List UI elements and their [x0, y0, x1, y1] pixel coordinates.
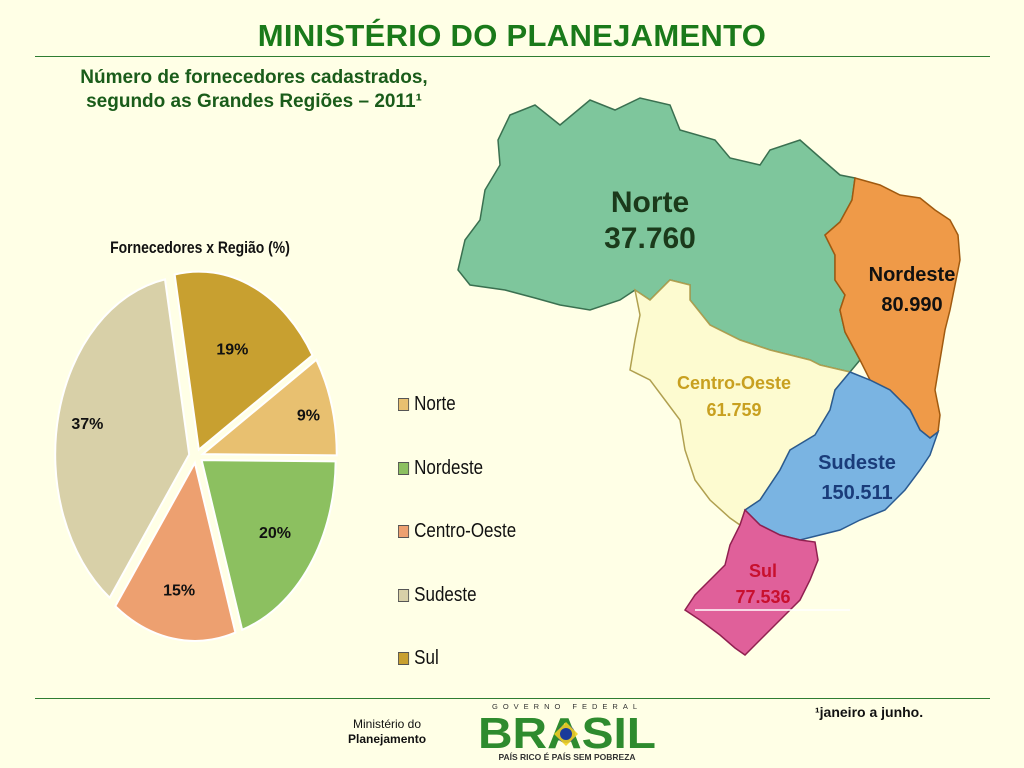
- legend-swatch: [398, 588, 410, 602]
- legend-item-nordeste: Nordeste: [398, 457, 483, 480]
- pie-slice-nordeste: [200, 459, 337, 632]
- pie-label-sudeste: 37%: [71, 416, 103, 433]
- map-label-norte-value: 37.760: [604, 222, 696, 255]
- map-label-sudeste-value: 150.511: [821, 482, 893, 504]
- header-divider: [35, 56, 990, 57]
- pie-label-centro-oeste: 15%: [163, 582, 195, 599]
- subtitle-line-1: Número de fornecedores cadastrados,: [80, 67, 428, 88]
- pie-slice-sul: [173, 270, 314, 452]
- pie-label-norte: 9%: [297, 407, 320, 424]
- legend-label: Norte: [414, 393, 456, 415]
- map-label-nordeste: Nordeste 80.990: [842, 260, 982, 320]
- legend-item-norte: Norte: [398, 393, 456, 416]
- map-label-centro-oeste: Centro-Oeste 61.759: [654, 370, 814, 424]
- pie-label-sul: 19%: [216, 342, 248, 359]
- legend-item-centro-oeste: Centro-Oeste: [398, 520, 516, 543]
- logo-brasil-wordmark: BRASIL: [478, 709, 656, 758]
- pie-slice-norte: [199, 358, 338, 457]
- legend-swatch: [398, 398, 410, 412]
- governo-federal-brasil-logo: GOVERNO FEDERAL BRASIL PAÍS RICO É PAÍS …: [478, 702, 656, 762]
- ministerio-logo: Ministério do Planejamento: [348, 717, 426, 747]
- map-region-sul: [683, 508, 819, 656]
- slide-subtitle: Número de fornecedores cadastrados, segu…: [20, 66, 488, 114]
- pie-chart: 9% 20% 15% 37% 19%: [54, 270, 338, 642]
- legend-label: Centro-Oeste: [414, 520, 517, 542]
- map-label-nordeste-value: 80.990: [881, 294, 943, 316]
- legend-label: Sul: [414, 647, 439, 669]
- map-label-sul: Sul 77.536: [718, 558, 808, 610]
- footer-divider: [35, 698, 990, 699]
- page-title: MINISTÉRIO DO PLANEJAMENTO: [257, 18, 767, 53]
- legend-item-sul: Sul: [398, 647, 439, 670]
- logo-gov-line: GOVERNO FEDERAL: [492, 702, 642, 711]
- map-label-norte: Norte 37.760: [570, 185, 730, 257]
- pie-slice-centro-oeste: [114, 460, 237, 642]
- pie-slice-sudeste: [54, 278, 191, 600]
- map-label-sul-name: Sul: [748, 561, 777, 581]
- ministerio-logo-line-1: Ministério do: [353, 717, 422, 731]
- legend-swatch: [398, 525, 410, 539]
- logo-slogan: PAÍS RICO É PAÍS SEM POBREZA: [498, 752, 635, 762]
- legend-label: Sudeste: [414, 583, 477, 606]
- legend-swatch: [398, 652, 410, 666]
- map-label-norte-name: Norte: [610, 186, 690, 219]
- map-region-sudeste: [743, 371, 940, 541]
- map-label-centro-oeste-value: 61.759: [706, 400, 762, 420]
- logo-globe-inner-icon: [560, 728, 572, 740]
- map-label-nordeste-name: Nordeste: [868, 264, 956, 286]
- legend-swatch: [398, 461, 410, 475]
- map-label-centro-oeste-name: Centro-Oeste: [676, 373, 792, 393]
- ministerio-logo-line-2: Planejamento: [348, 732, 427, 746]
- subtitle-line-2: segundo as Grandes Regiões – 2011¹: [86, 91, 422, 112]
- map-label-sudeste-name: Sudeste: [818, 452, 896, 474]
- legend-label: Nordeste: [414, 456, 484, 479]
- pie-label-nordeste: 20%: [259, 525, 291, 542]
- legend-item-sudeste: Sudeste: [398, 584, 477, 607]
- footnote: ¹janeiro a junho.: [815, 704, 924, 720]
- chart-title: Fornecedores x Região (%): [110, 238, 290, 257]
- map-label-sudeste: Sudeste 150.511: [797, 448, 917, 508]
- brazil-map: [457, 97, 961, 656]
- map-label-sul-value: 77.536: [735, 587, 791, 607]
